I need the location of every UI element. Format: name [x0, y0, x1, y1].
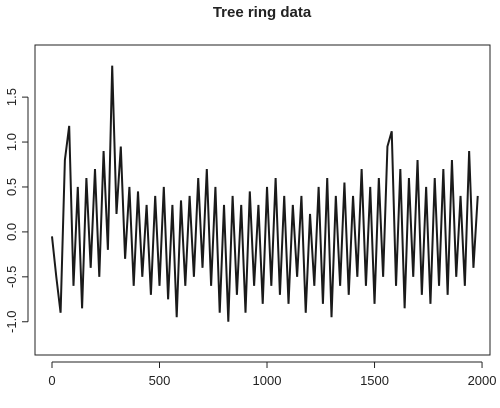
- y-tick-label: 0.5: [4, 178, 19, 196]
- x-tick-label: 2000: [468, 373, 497, 388]
- y-tick-label: -0.5: [4, 266, 19, 288]
- x-tick-label: 0: [48, 373, 55, 388]
- data-line: [50, 65, 479, 322]
- x-tick-label: 1500: [360, 373, 389, 388]
- y-tick-label: 0.0: [4, 223, 19, 241]
- y-tick-label: 1.0: [4, 133, 19, 151]
- chart-title: Tree ring data: [213, 4, 312, 21]
- x-tick-label: 500: [149, 373, 171, 388]
- y-tick-label: -1.0: [4, 311, 19, 333]
- plot-box: [34, 44, 491, 356]
- x-tick-label: 1000: [253, 373, 282, 388]
- y-tick-label: 1.5: [4, 88, 19, 106]
